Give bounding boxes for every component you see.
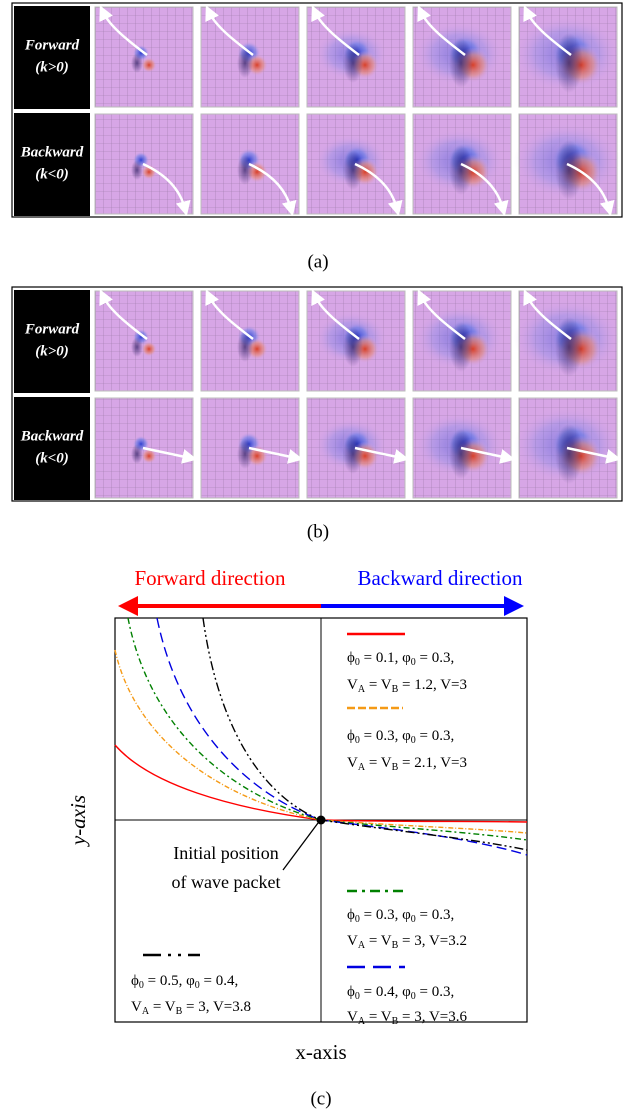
wave-blob [131,444,143,464]
wave-blob [237,155,253,185]
curve [127,617,528,841]
wave-blob [449,145,473,195]
wave-blob [555,33,583,93]
direction-arrow [417,289,466,340]
wave-blob [449,322,473,372]
direction-arrow [205,289,254,340]
row-label: (k<0) [35,166,69,182]
wave-blob [131,337,143,357]
row-label-cell [14,113,90,216]
wave-blob [555,424,583,484]
row-label: Forward [24,321,80,337]
wave-blob [449,38,473,88]
wave-blob [131,160,143,180]
direction-arrow [566,162,615,217]
row-label: Forward [24,37,80,53]
panel-label: (a) [307,251,328,272]
y-axis-label: y-axis [66,795,90,847]
curve [114,649,528,834]
direction-arrow [248,162,297,217]
legend-text: ϕ0 = 0.5, φ0 = 0.4, [131,973,238,991]
panel-label: (b) [307,521,329,542]
direction-arrow [354,162,403,217]
direction-arrow [99,289,148,340]
legend-text: VA = VB = 1.2, V=3 [347,677,467,695]
direction-arrow [248,446,304,464]
panel-label: (c) [310,1088,331,1109]
curve [156,617,528,856]
legend-text: ϕ0 = 0.4, φ0 = 0.3, [347,984,454,1002]
direction-arrow [99,5,148,56]
direction-arrow [142,446,198,464]
annotation: of wave packet [172,872,281,892]
row-label-cell [14,290,90,393]
legend-text: VA = VB = 3, V=3.2 [347,933,467,951]
direction-arrow [142,162,191,217]
direction-arrow [311,289,360,340]
wave-blob [237,332,253,362]
row-label-cell [14,397,90,500]
wave-blob [141,448,157,464]
row-label: Backward [20,428,84,444]
legend-text: VA = VB = 2.1, V=3 [347,755,467,773]
direction-arrow [460,446,516,464]
row-label: (k>0) [35,59,69,75]
backward-label: Backward direction [357,566,523,590]
row-label: Backward [20,144,84,160]
wave-blob [237,48,253,78]
x-axis-label: x-axis [295,1040,346,1064]
direction-arrow [417,5,466,56]
initial-point [316,815,326,825]
direction-arrow [205,5,254,56]
pointer [282,822,319,871]
row-label: (k>0) [35,343,69,359]
wave-blob [237,439,253,469]
legend-text: VA = VB = 3, V=3.6 [347,1009,468,1027]
wave-blob [343,434,363,474]
legend-text: ϕ0 = 0.3, φ0 = 0.3, [347,907,454,925]
legend: ϕ0 = 0.1, φ0 = 0.3, VA = VB = 1.2, V=3 ϕ… [131,632,468,1027]
legend-text: ϕ0 = 0.3, φ0 = 0.3, [347,728,454,746]
wave-blob [449,429,473,479]
annotation: Initial position [173,843,279,863]
direction-arrow [566,446,622,464]
direction-arrow [354,446,410,464]
direction-arrow [523,289,572,340]
legend-text: VA = VB = 3, V=3.8 [131,999,251,1017]
row-label: (k<0) [35,450,69,466]
row-label-cell [14,6,90,109]
direction-arrow [460,162,509,217]
wave-blob [141,57,157,73]
wave-blob [555,317,583,377]
wave-blob [555,140,583,200]
wave-blob [141,341,157,357]
wave-blob [131,53,143,73]
direction-arrow [311,5,360,56]
legend-text: ϕ0 = 0.1, φ0 = 0.3, [347,650,454,668]
direction-arrow [523,5,572,56]
wave-blob [343,150,363,190]
forward-label: Forward direction [134,566,286,590]
